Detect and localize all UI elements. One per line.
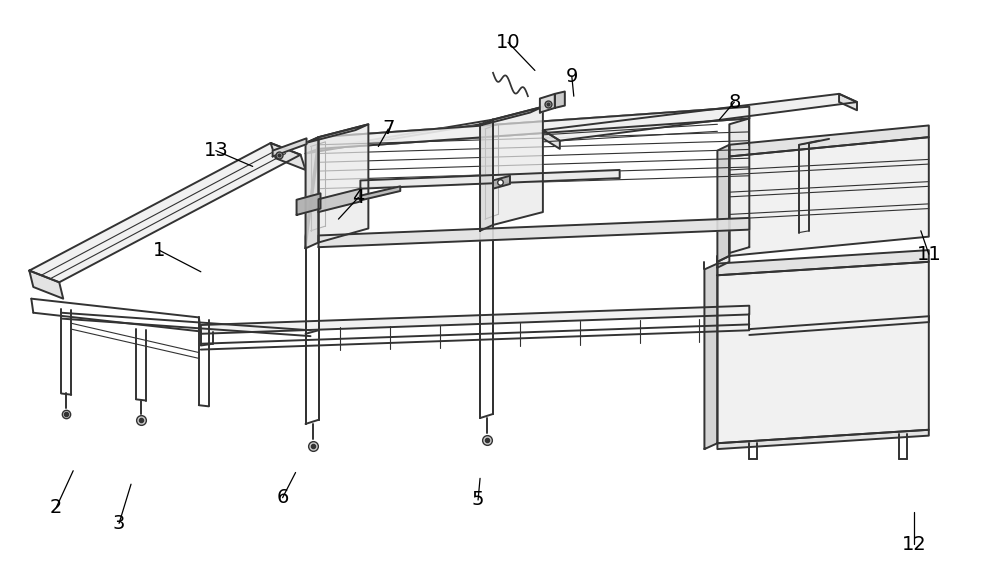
Polygon shape (480, 119, 493, 231)
Polygon shape (717, 262, 929, 443)
Polygon shape (493, 107, 543, 225)
Text: 11: 11 (916, 245, 941, 263)
Polygon shape (729, 118, 749, 253)
Polygon shape (717, 145, 729, 262)
Text: 13: 13 (203, 141, 228, 160)
Polygon shape (319, 124, 368, 242)
Polygon shape (201, 306, 749, 334)
Polygon shape (29, 143, 301, 282)
Text: 2: 2 (50, 498, 62, 517)
Text: 3: 3 (113, 514, 125, 533)
Polygon shape (273, 138, 307, 156)
Polygon shape (297, 193, 320, 215)
Polygon shape (704, 263, 717, 449)
Text: 10: 10 (496, 33, 520, 52)
Polygon shape (360, 170, 620, 189)
Polygon shape (319, 218, 749, 247)
Polygon shape (729, 137, 929, 256)
Text: 7: 7 (382, 119, 394, 138)
Text: 12: 12 (901, 535, 926, 554)
Polygon shape (540, 94, 555, 112)
Text: 1: 1 (153, 240, 165, 260)
Text: 5: 5 (472, 490, 484, 509)
Polygon shape (480, 107, 543, 125)
Polygon shape (319, 107, 749, 149)
Polygon shape (717, 256, 729, 268)
Text: 6: 6 (276, 488, 289, 507)
Text: 8: 8 (728, 92, 741, 112)
Text: 9: 9 (566, 67, 578, 86)
Polygon shape (729, 125, 929, 156)
Polygon shape (717, 430, 929, 449)
Polygon shape (319, 107, 749, 149)
Polygon shape (306, 124, 368, 143)
Polygon shape (839, 94, 857, 110)
Polygon shape (493, 176, 510, 189)
Polygon shape (306, 137, 319, 248)
Polygon shape (543, 94, 857, 141)
Polygon shape (29, 270, 63, 299)
Polygon shape (360, 186, 400, 201)
Polygon shape (555, 92, 565, 108)
Polygon shape (543, 130, 560, 149)
Polygon shape (306, 137, 319, 248)
Text: 4: 4 (352, 188, 365, 207)
Polygon shape (271, 143, 306, 170)
Polygon shape (717, 250, 929, 275)
Polygon shape (319, 189, 360, 212)
